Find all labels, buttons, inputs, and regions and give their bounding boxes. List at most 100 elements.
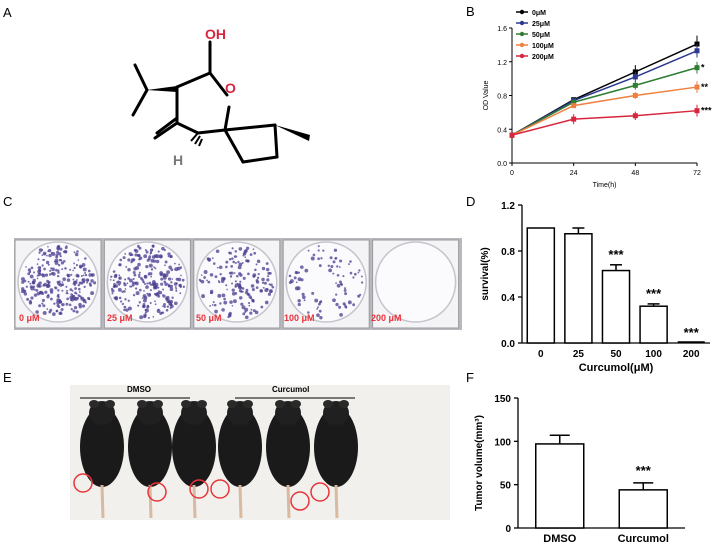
colony	[154, 282, 159, 287]
colony	[117, 280, 122, 285]
colony	[41, 249, 44, 252]
legend-label: 0μM	[532, 10, 546, 17]
legend-marker	[519, 42, 525, 48]
colony	[123, 308, 126, 312]
colony	[170, 268, 174, 272]
colony	[147, 273, 150, 276]
colony	[310, 256, 315, 261]
colony	[65, 302, 69, 306]
colony	[171, 278, 174, 280]
panel-letter-e: E	[3, 370, 12, 385]
colony	[73, 283, 76, 286]
colony	[60, 307, 64, 312]
colony	[352, 276, 355, 279]
oxygen-label: O	[225, 80, 236, 96]
colony	[238, 289, 242, 293]
colony	[342, 275, 345, 278]
colony	[167, 255, 170, 258]
colony	[64, 267, 67, 270]
colony	[338, 305, 342, 309]
colony-plates-image	[14, 239, 460, 329]
colony	[253, 251, 257, 255]
colony	[59, 283, 63, 287]
colony	[154, 303, 157, 306]
colony	[53, 260, 56, 263]
colony	[134, 287, 138, 290]
colony	[59, 255, 62, 258]
mouse-ear	[105, 400, 115, 408]
colony	[294, 270, 298, 275]
colony	[132, 293, 136, 297]
colony	[42, 304, 46, 308]
colony	[182, 285, 186, 288]
mouse-ear	[153, 400, 163, 408]
colony	[127, 258, 131, 262]
colony	[243, 253, 246, 255]
colony	[36, 263, 39, 265]
y-tick-label: 150	[494, 394, 511, 405]
colony	[141, 278, 144, 282]
legend-label: 25μM	[532, 21, 550, 28]
x-axis-label: Curcumol(μM)	[579, 362, 654, 374]
colony	[46, 254, 48, 257]
colony	[157, 250, 160, 253]
colony	[91, 273, 94, 277]
colony	[223, 300, 228, 305]
colony	[29, 285, 33, 289]
mouse-ear	[323, 400, 333, 408]
series-line	[511, 86, 698, 136]
colony	[208, 259, 211, 262]
colony	[150, 258, 155, 263]
colony	[149, 289, 152, 292]
colony	[60, 261, 64, 265]
colony	[78, 291, 81, 293]
bar	[535, 443, 585, 529]
colony	[27, 268, 32, 272]
colony	[167, 284, 171, 288]
colony	[121, 290, 124, 294]
mouse-ear	[339, 400, 349, 408]
y-tick-label: 0.4	[501, 293, 515, 304]
colony	[144, 308, 147, 312]
plate-label-25: 25 μM	[107, 313, 133, 323]
x-tick-label: 48	[631, 170, 639, 177]
colony	[179, 266, 183, 269]
colony	[21, 280, 25, 284]
colony	[144, 249, 147, 252]
colony	[143, 274, 147, 278]
colony	[38, 281, 42, 285]
colony	[90, 291, 95, 296]
data-point	[632, 93, 638, 98]
bar-chart-tumor: 0 50 100 150 DMSO Curcumol *** Tumor volume(mm³…	[474, 394, 685, 545]
colony	[301, 292, 305, 296]
colony	[212, 262, 216, 265]
colony	[231, 247, 234, 250]
colony	[252, 273, 257, 277]
colony	[147, 293, 152, 297]
colony	[76, 250, 79, 253]
colony	[241, 305, 246, 310]
tumor-circle	[189, 479, 209, 499]
colony	[48, 273, 52, 276]
colony	[174, 262, 176, 265]
significance-mark: ***	[608, 247, 624, 262]
y-tick-label: 0.4	[497, 127, 507, 134]
dmso-group-label: DMSO	[127, 385, 151, 394]
colony	[249, 253, 253, 256]
colony	[109, 279, 112, 281]
colony	[244, 307, 249, 312]
colony	[49, 297, 53, 301]
colony	[52, 312, 56, 316]
colony	[42, 258, 45, 261]
colony	[29, 274, 34, 279]
colony	[47, 282, 50, 284]
colony	[82, 267, 87, 272]
colony	[344, 287, 347, 290]
colony	[219, 302, 222, 305]
colony	[130, 260, 133, 264]
colony	[159, 312, 163, 315]
colony	[47, 263, 50, 266]
colony	[26, 297, 30, 301]
colony	[330, 264, 334, 269]
colony	[148, 281, 152, 285]
